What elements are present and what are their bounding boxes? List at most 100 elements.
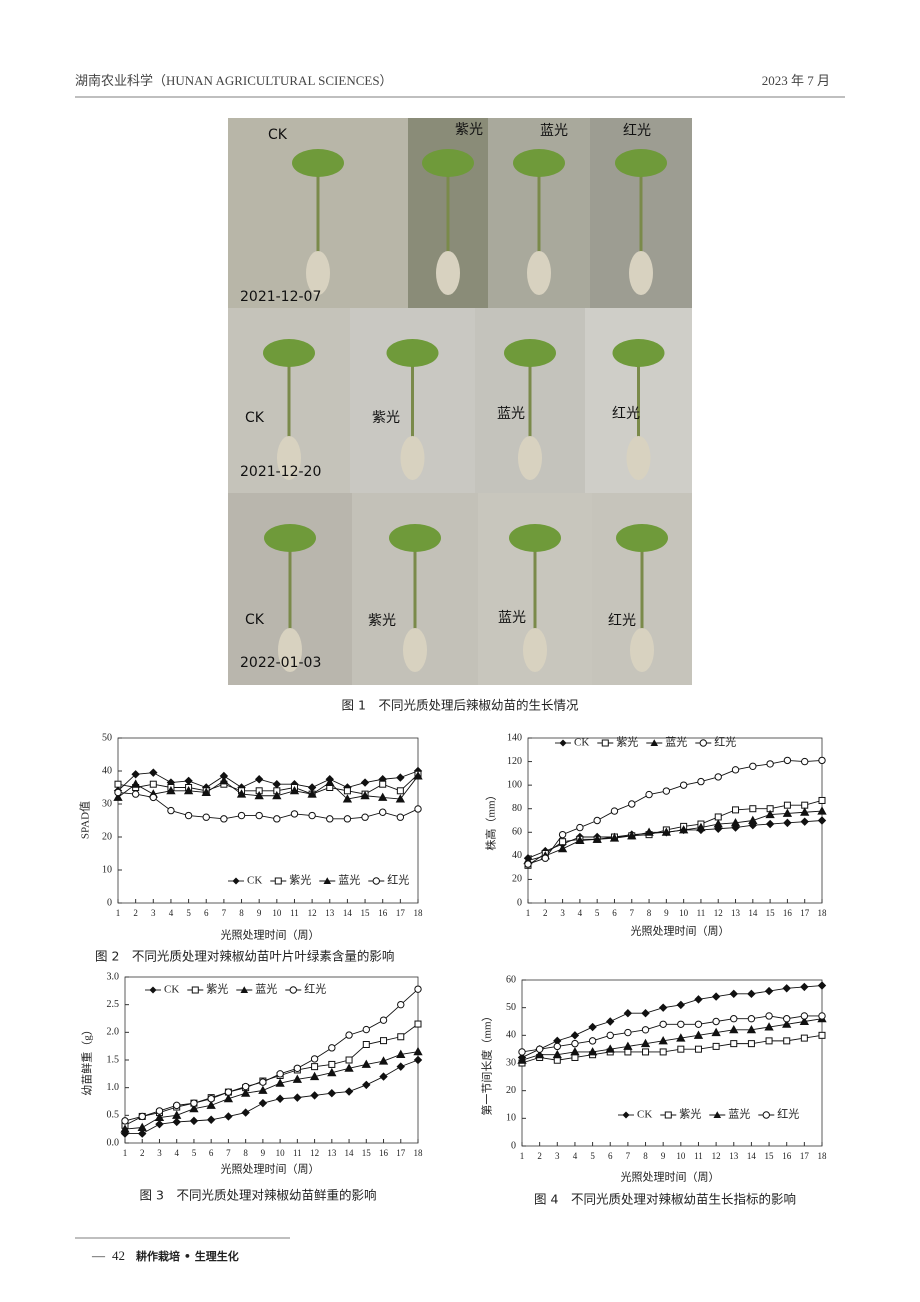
panel-label: 紫光: [368, 613, 396, 629]
marker: [749, 762, 757, 770]
x-tick-label: 18: [414, 1148, 424, 1158]
x-tick-label: 13: [327, 1148, 337, 1158]
marker: [272, 790, 282, 800]
marker: [711, 1027, 721, 1037]
x-tick-label: 13: [325, 908, 335, 918]
x-tick-label: 7: [626, 1151, 631, 1161]
x-tick-label: 13: [731, 908, 741, 918]
x-tick-label: 10: [272, 908, 282, 918]
marker: [659, 1020, 667, 1028]
roots: [436, 251, 460, 295]
x-tick-label: 12: [310, 1148, 319, 1158]
marker: [712, 1042, 720, 1050]
legend-label: 蓝光: [255, 982, 277, 996]
x-tick-label: 11: [694, 1151, 703, 1161]
marker: [289, 986, 297, 994]
marker: [414, 1020, 422, 1028]
marker: [273, 815, 281, 823]
marker: [800, 982, 809, 992]
marker: [345, 1056, 353, 1064]
marker: [592, 834, 602, 843]
x-tick-label: 1: [520, 1151, 525, 1161]
marker: [782, 1019, 792, 1028]
marker: [650, 739, 659, 746]
marker: [276, 1070, 284, 1078]
marker: [694, 1020, 703, 1028]
roots: [629, 251, 653, 295]
marker: [764, 1022, 774, 1031]
marker: [307, 789, 317, 798]
x-axis-label: 光照处理时间（周）: [221, 928, 320, 942]
leaves: [263, 339, 315, 367]
plot-frame: [117, 737, 419, 904]
marker: [397, 1000, 405, 1009]
marker: [587, 1047, 598, 1056]
marker: [730, 1040, 738, 1048]
series-line: [117, 770, 419, 792]
legend-label: 紫光: [679, 1107, 701, 1121]
marker: [765, 809, 775, 819]
marker: [224, 1112, 233, 1121]
marker: [818, 1031, 826, 1039]
marker: [219, 776, 229, 785]
series-line: [527, 820, 823, 859]
marker: [765, 819, 775, 829]
marker: [732, 806, 740, 814]
x-tick-label: 8: [647, 908, 652, 918]
marker: [224, 1088, 233, 1096]
marker: [327, 1067, 337, 1077]
marker: [627, 830, 637, 840]
marker: [588, 1022, 597, 1032]
y-tick-label: 3.0: [107, 971, 120, 982]
marker: [782, 808, 793, 817]
marker: [190, 1099, 198, 1107]
marker: [191, 986, 199, 994]
legend-label: CK: [637, 1109, 652, 1121]
x-tick-label: 6: [608, 1151, 613, 1161]
marker: [360, 790, 370, 800]
y-tick-label: 120: [507, 756, 522, 767]
marker: [696, 822, 706, 832]
issue-date: 2023 年 7 月: [762, 73, 830, 88]
leaves: [386, 339, 439, 367]
marker: [206, 1115, 216, 1124]
marker: [223, 1093, 234, 1103]
marker: [818, 1012, 826, 1020]
x-tick-label: 11: [290, 908, 299, 918]
photo-date: 2022-01-03: [240, 655, 321, 671]
roots: [403, 628, 427, 672]
marker: [274, 877, 282, 885]
y-tick-label: 40: [102, 765, 112, 776]
marker: [189, 1116, 199, 1126]
marker: [570, 1047, 580, 1056]
marker: [606, 1031, 614, 1040]
marker: [628, 800, 636, 808]
x-tick-label: 16: [378, 908, 388, 918]
marker: [713, 1111, 722, 1118]
marker: [379, 808, 387, 816]
marker: [764, 986, 774, 996]
series-line: [125, 1059, 419, 1135]
y-tick-label: 20: [102, 831, 112, 842]
marker: [220, 815, 228, 823]
marker: [658, 1003, 668, 1012]
series-line: [521, 1018, 823, 1061]
photo-date: 2021-12-20: [240, 464, 321, 480]
series-line: [521, 1015, 822, 1053]
x-tick-label: 17: [800, 908, 810, 918]
x-tick-label: 9: [261, 1148, 266, 1158]
marker: [310, 1091, 319, 1100]
plot-frame: [521, 979, 823, 1147]
marker: [258, 1085, 268, 1094]
marker: [783, 1015, 791, 1023]
marker: [289, 785, 300, 795]
marker: [325, 777, 335, 787]
legend-label: 蓝光: [338, 873, 360, 887]
marker: [729, 989, 738, 999]
series-line: [117, 775, 419, 800]
marker: [254, 775, 264, 784]
marker: [729, 1024, 739, 1034]
marker: [624, 1028, 632, 1037]
x-tick-label: 3: [555, 1151, 560, 1161]
marker: [622, 1111, 630, 1119]
